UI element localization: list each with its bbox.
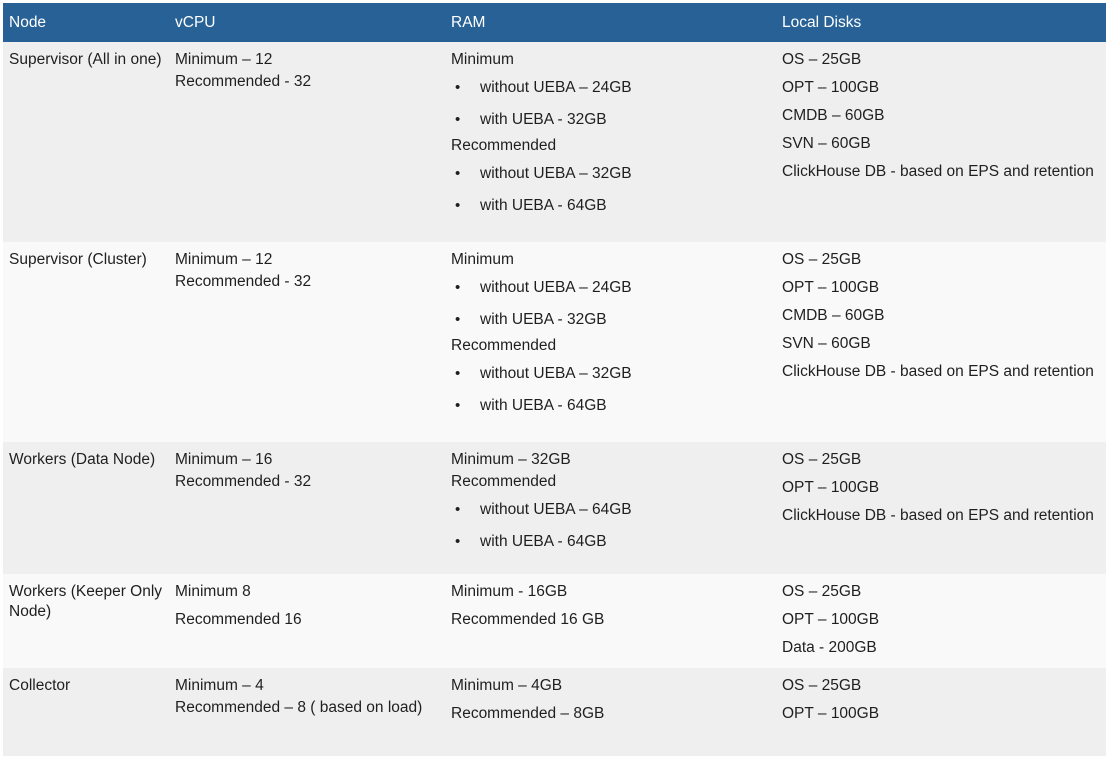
vcpu-min: Minimum – 12 [175, 251, 273, 268]
disks-cell: OS – 25GB OPT – 100GB CMDB – 60GB SVN – … [776, 42, 1106, 242]
node-cell: Workers (Data Node) [3, 442, 169, 574]
vcpu-rec: Recommended - 32 [175, 273, 312, 290]
disk-item: ClickHouse DB - based on EPS and retenti… [782, 163, 1094, 180]
list-item: without UEBA – 32GB [455, 364, 770, 384]
header-node: Node [3, 3, 169, 42]
node-cell: Supervisor (All in one) [3, 42, 169, 242]
disks-cell: OS – 25GB OPT – 100GB [776, 668, 1106, 756]
vcpu-cell: Minimum – 4 Recommended – 8 ( based on l… [169, 668, 445, 756]
disk-item: OPT – 100GB [782, 479, 880, 496]
disks-cell: OS – 25GB OPT – 100GB CMDB – 60GB SVN – … [776, 242, 1106, 442]
ram-min-label: Minimum – 32GB [451, 451, 571, 468]
list-item: with UEBA - 32GB [455, 110, 770, 130]
disk-item: OS – 25GB [782, 677, 862, 694]
ram-cell: Minimum – 32GB Recommended without UEBA … [445, 442, 776, 574]
list-item: with UEBA - 32GB [455, 310, 770, 330]
disk-item: OPT – 100GB [782, 79, 880, 96]
ram-rec-label: Recommended [451, 337, 557, 354]
disks-cell: OS – 25GB OPT – 100GB ClickHouse DB - ba… [776, 442, 1106, 574]
table-row: Workers (Data Node) Minimum – 16 Recomme… [3, 442, 1106, 574]
list-item: without UEBA – 24GB [455, 78, 770, 98]
table-row: Supervisor (All in one) Minimum – 12 Rec… [3, 42, 1106, 242]
node-cell: Workers (Keeper Only Node) [3, 574, 169, 668]
list-item: without UEBA – 32GB [455, 164, 770, 184]
disk-item: OPT – 100GB [782, 611, 880, 628]
node-cell: Collector [3, 668, 169, 756]
vcpu-cell: Minimum – 12 Recommended - 32 [169, 42, 445, 242]
ram-rec-label: Recommended [451, 473, 557, 490]
ram-min-label: Minimum [451, 51, 514, 68]
disk-item: Data - 200GB [782, 639, 877, 656]
disk-item: OPT – 100GB [782, 705, 880, 722]
disk-item: CMDB – 60GB [782, 107, 885, 124]
requirements-table: Node vCPU RAM Local Disks Supervisor (Al… [3, 3, 1106, 756]
disk-item: SVN – 60GB [782, 135, 871, 152]
list-item: without UEBA – 64GB [455, 500, 770, 520]
vcpu-min: Minimum – 12 [175, 51, 273, 68]
table-row: Supervisor (Cluster) Minimum – 12 Recomm… [3, 242, 1106, 442]
ram-cell: Minimum without UEBA – 24GB with UEBA - … [445, 42, 776, 242]
header-local-disks: Local Disks [776, 3, 1106, 42]
vcpu-cell: Minimum – 16 Recommended - 32 [169, 442, 445, 574]
disk-item: CMDB – 60GB [782, 307, 885, 324]
ram-cell: Minimum - 16GB Recommended 16 GB [445, 574, 776, 668]
vcpu-rec: Recommended - 32 [175, 473, 312, 490]
list-item: with UEBA - 64GB [455, 196, 770, 216]
disk-item: OS – 25GB [782, 51, 862, 68]
ram-cell: Minimum – 4GB Recommended – 8GB [445, 668, 776, 756]
vcpu-cell: Minimum 8 Recommended 16 [169, 574, 445, 668]
disk-item: OS – 25GB [782, 451, 862, 468]
ram-rec-label: Recommended [451, 137, 557, 154]
list-item: with UEBA - 64GB [455, 396, 770, 416]
ram-min-list: without UEBA – 24GB with UEBA - 32GB [451, 78, 770, 130]
ram-rec: Recommended 16 GB [451, 611, 605, 628]
vcpu-cell: Minimum – 12 Recommended - 32 [169, 242, 445, 442]
list-item: without UEBA – 24GB [455, 278, 770, 298]
disk-item: ClickHouse DB - based on EPS and retenti… [782, 507, 1094, 524]
node-cell: Supervisor (Cluster) [3, 242, 169, 442]
ram-cell: Minimum without UEBA – 24GB with UEBA - … [445, 242, 776, 442]
vcpu-rec: Recommended - 32 [175, 73, 312, 90]
vcpu-rec: Recommended – 8 ( based on load) [175, 699, 423, 716]
header-vcpu: vCPU [169, 3, 445, 42]
vcpu-min: Minimum 8 [175, 583, 251, 600]
ram-min-list: without UEBA – 24GB with UEBA - 32GB [451, 278, 770, 330]
disk-item: SVN – 60GB [782, 335, 871, 352]
disk-item: ClickHouse DB - based on EPS and retenti… [782, 363, 1094, 380]
vcpu-min: Minimum – 16 [175, 451, 273, 468]
table-header: Node vCPU RAM Local Disks [3, 3, 1106, 42]
disk-item: OPT – 100GB [782, 279, 880, 296]
header-row: Node vCPU RAM Local Disks [3, 3, 1106, 42]
table-row: Workers (Keeper Only Node) Minimum 8 Rec… [3, 574, 1106, 668]
ram-rec-list: without UEBA – 32GB with UEBA - 64GB [451, 364, 770, 416]
ram-rec-list: without UEBA – 32GB with UEBA - 64GB [451, 164, 770, 216]
ram-min: Minimum - 16GB [451, 583, 568, 600]
vcpu-rec: Recommended 16 [175, 611, 302, 628]
vcpu-min: Minimum – 4 [175, 677, 264, 694]
disk-item: OS – 25GB [782, 583, 862, 600]
ram-rec-list: without UEBA – 64GB with UEBA - 64GB [451, 500, 770, 552]
ram-rec: Recommended – 8GB [451, 705, 605, 722]
ram-min: Minimum – 4GB [451, 677, 563, 694]
header-ram: RAM [445, 3, 776, 42]
disks-cell: OS – 25GB OPT – 100GB Data - 200GB [776, 574, 1106, 668]
list-item: with UEBA - 64GB [455, 532, 770, 552]
table-row: Collector Minimum – 4 Recommended – 8 ( … [3, 668, 1106, 756]
ram-min-label: Minimum [451, 251, 514, 268]
disk-item: OS – 25GB [782, 251, 862, 268]
